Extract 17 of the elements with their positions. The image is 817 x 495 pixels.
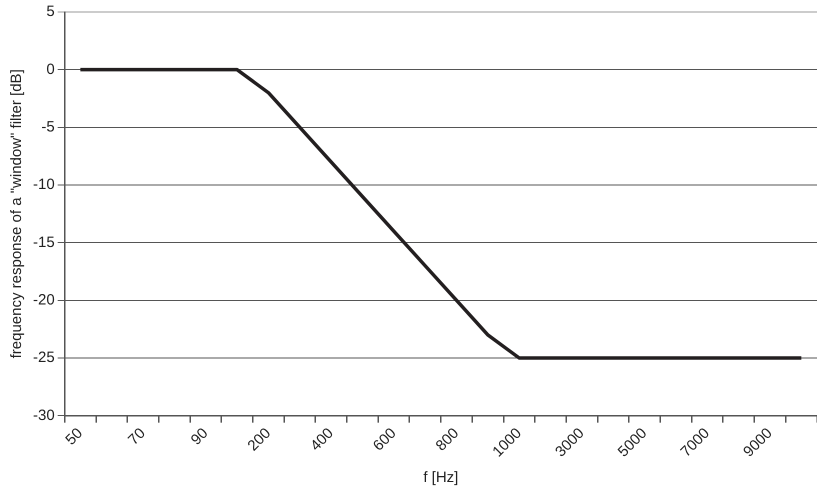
y-tick-label: -25 xyxy=(32,349,55,366)
x-tick-label: 800 xyxy=(432,424,462,454)
y-tick-label: -30 xyxy=(32,406,55,424)
x-tick-label: 70 xyxy=(124,424,149,449)
y-axis-title: frequency response of a "window" filter [dB] xyxy=(8,69,26,358)
y-tick-label: -20 xyxy=(32,291,55,308)
x-tick-label: 90 xyxy=(188,424,212,449)
y-tick-label: 0 xyxy=(46,60,55,78)
x-tick-label: 600 xyxy=(370,424,400,454)
y-tick-label: -10 xyxy=(32,176,55,194)
x-axis-title: f [Hz] xyxy=(423,469,458,486)
x-tick-label: 50 xyxy=(62,424,86,449)
y-tick-label: -15 xyxy=(32,234,55,251)
y-tick-label: 5 xyxy=(46,3,55,20)
x-tick-label: 400 xyxy=(307,424,337,454)
x-tick-label: 200 xyxy=(244,424,274,454)
y-tick-label: -5 xyxy=(41,118,55,136)
